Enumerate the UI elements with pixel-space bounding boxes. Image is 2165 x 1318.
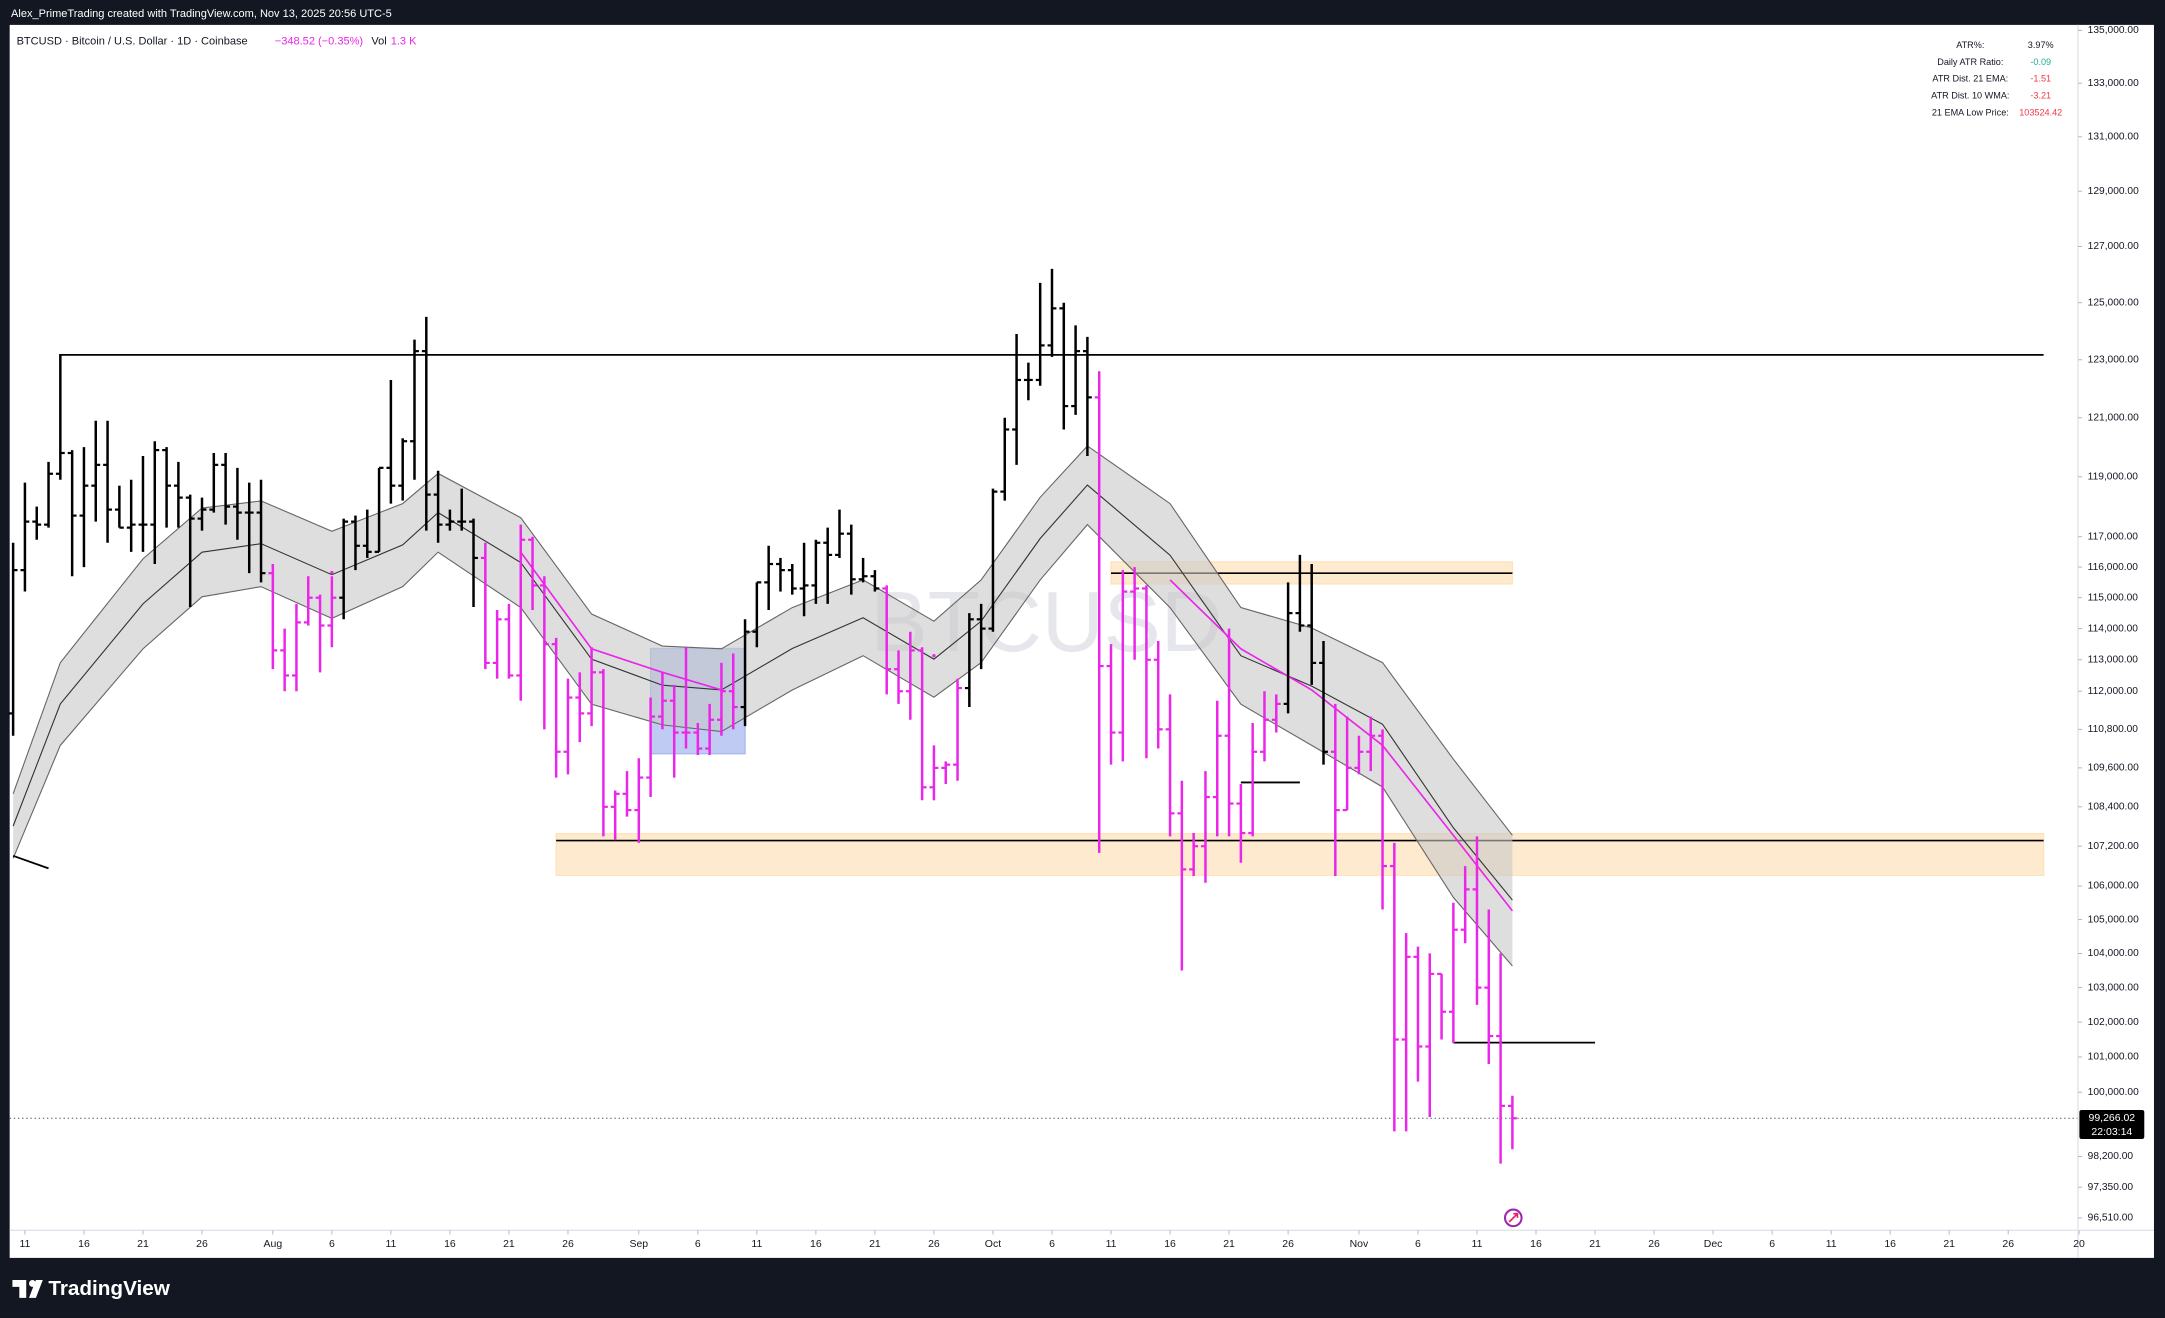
band-middle [12,484,1513,901]
x-tick-label: 11 [751,1239,762,1250]
x-tick-label: 21 [869,1239,881,1250]
trend-line [12,854,49,870]
y-tick-label: 113,000.00 [2088,654,2139,665]
x-tick-label: 11 [1826,1239,1837,1250]
event-icon-glyph [1508,1212,1519,1223]
table-label: ATR%: [1956,40,1984,50]
y-tick-label: 104,000.00 [2088,948,2139,959]
y-tick-label: 107,200.00 [2088,841,2139,852]
y-tick-label: 109,600.00 [2088,763,2139,774]
x-tick-label: 21 [503,1239,515,1250]
countdown-label: 22:03:14 [2091,1127,2132,1138]
x-tick-label: 16 [1884,1239,1896,1250]
x-tick-label: 6 [695,1239,701,1250]
table-value: -0.09 [2030,57,2051,67]
table-label: ATR Dist. 21 EMA: [1932,74,2008,84]
y-tick-label: 125,000.00 [2088,297,2139,308]
x-tick-label: 26 [2002,1239,2014,1250]
table-label: Daily ATR Ratio: [1937,57,2003,67]
y-tick-label: 110,800.00 [2088,724,2139,735]
x-tick-label: Nov [1350,1239,1369,1250]
x-tick-label: 11 [19,1239,30,1250]
x-tick-label: 20 [2073,1239,2085,1250]
last-price-box [2079,1109,2145,1139]
y-tick-label: 108,400.00 [2088,802,2139,813]
x-tick-label: 6 [1415,1239,1421,1250]
x-tick-label: Oct [985,1239,1001,1250]
x-tick-label: 6 [1049,1239,1055,1250]
y-tick-label: 102,000.00 [2088,1017,2139,1028]
y-tick-label: 106,000.00 [2088,881,2139,892]
y-tick-label: 121,000.00 [2088,412,2139,423]
y-tick-label: 115,000.00 [2088,592,2139,603]
y-tick-label: 123,000.00 [2088,354,2139,365]
x-tick-label: 26 [928,1239,940,1250]
x-tick-label: Sep [629,1239,648,1250]
y-tick-label: 116,000.00 [2088,562,2139,573]
table-value: -3.21 [2030,91,2051,101]
x-tick-label: 11 [1106,1239,1117,1250]
y-tick-label: 117,000.00 [2088,531,2139,542]
table-value: 103524.42 [2019,107,2062,117]
y-tick-label: 119,000.00 [2088,471,2139,482]
y-tick-label: 133,000.00 [2088,78,2139,89]
logo-dot [28,1279,36,1287]
x-tick-label: 11 [1472,1239,1483,1250]
y-tick-label: 112,000.00 [2088,686,2139,697]
table-value: -1.51 [2030,74,2051,84]
x-tick-label: 21 [1943,1239,1955,1250]
y-tick-label: 100,000.00 [2088,1087,2139,1098]
legend-change: −348.52 (−0.35%) [275,35,363,47]
brand-logo: TradingView [12,1277,171,1300]
legend-volume: 1.3 K [391,35,417,47]
x-tick-label: 16 [444,1239,456,1250]
chart-area [9,24,2154,1258]
event-icon[interactable] [1503,1208,1523,1228]
x-tick-label: 6 [1769,1239,1775,1250]
band-lower [12,523,1513,967]
axes: 135,000.00 133,000.00 131,000.00 129,000.00… [19,25,2145,1250]
indicator-table: ATR%: 3.97% Daily ATR Ratio: -0.09 ATR Dist.… [1931,40,2062,117]
x-tick-label: 16 [78,1239,90,1250]
x-tick-label: 16 [1164,1239,1176,1250]
x-tick-label: 26 [196,1239,208,1250]
header: Alex_PrimeTrading created with TradingVi… [11,8,392,20]
x-tick-label: 26 [1282,1239,1294,1250]
x-tick-label: 11 [385,1239,396,1250]
y-tick-label: 127,000.00 [2088,241,2139,252]
x-tick-label: 26 [1648,1239,1660,1250]
ema-point [932,654,936,658]
x-tick-label: Aug [264,1239,283,1250]
y-tick-label: 131,000.00 [2088,132,2139,143]
plot [8,268,2079,1164]
x-tick-label: 21 [1223,1239,1235,1250]
table-label: 21 EMA Low Price: [1932,107,2009,117]
legend-volume-label: Vol [371,35,386,47]
y-tick-label: 135,000.00 [2088,25,2139,36]
y-tick-label: 129,000.00 [2088,186,2139,197]
y-tick-label: 114,000.00 [2088,623,2139,634]
y-tick-label: 105,000.00 [2088,914,2139,925]
band-area [13,445,1513,967]
ema-point [330,570,334,575]
x-tick-label: 21 [1589,1239,1601,1250]
x-tick-label: 6 [329,1239,335,1250]
table-label: ATR Dist. 10 WMA: [1931,91,2009,101]
brand-name: TradingView [48,1277,170,1300]
x-tick-label: 21 [137,1239,149,1250]
y-tick-label: 103,000.00 [2088,982,2139,993]
x-tick-label: 16 [810,1239,822,1250]
x-tick-label: 16 [1530,1239,1542,1250]
y-tick-label: 96,510.00 [2088,1213,2134,1224]
y-tick-label: 101,000.00 [2088,1052,2139,1063]
y-tick-label: 97,350.00 [2088,1182,2134,1193]
last-price-label: 99,266.02 [2089,1113,2136,1124]
x-tick-label: 26 [562,1239,574,1250]
legend-symbol: BTCUSD · Bitcoin / U.S. Dollar · 1D · Co… [17,35,248,47]
y-tick-label: 98,200.00 [2088,1151,2134,1162]
x-tick-label: Dec [1704,1239,1723,1250]
table-value: 3.97% [2028,40,2054,50]
